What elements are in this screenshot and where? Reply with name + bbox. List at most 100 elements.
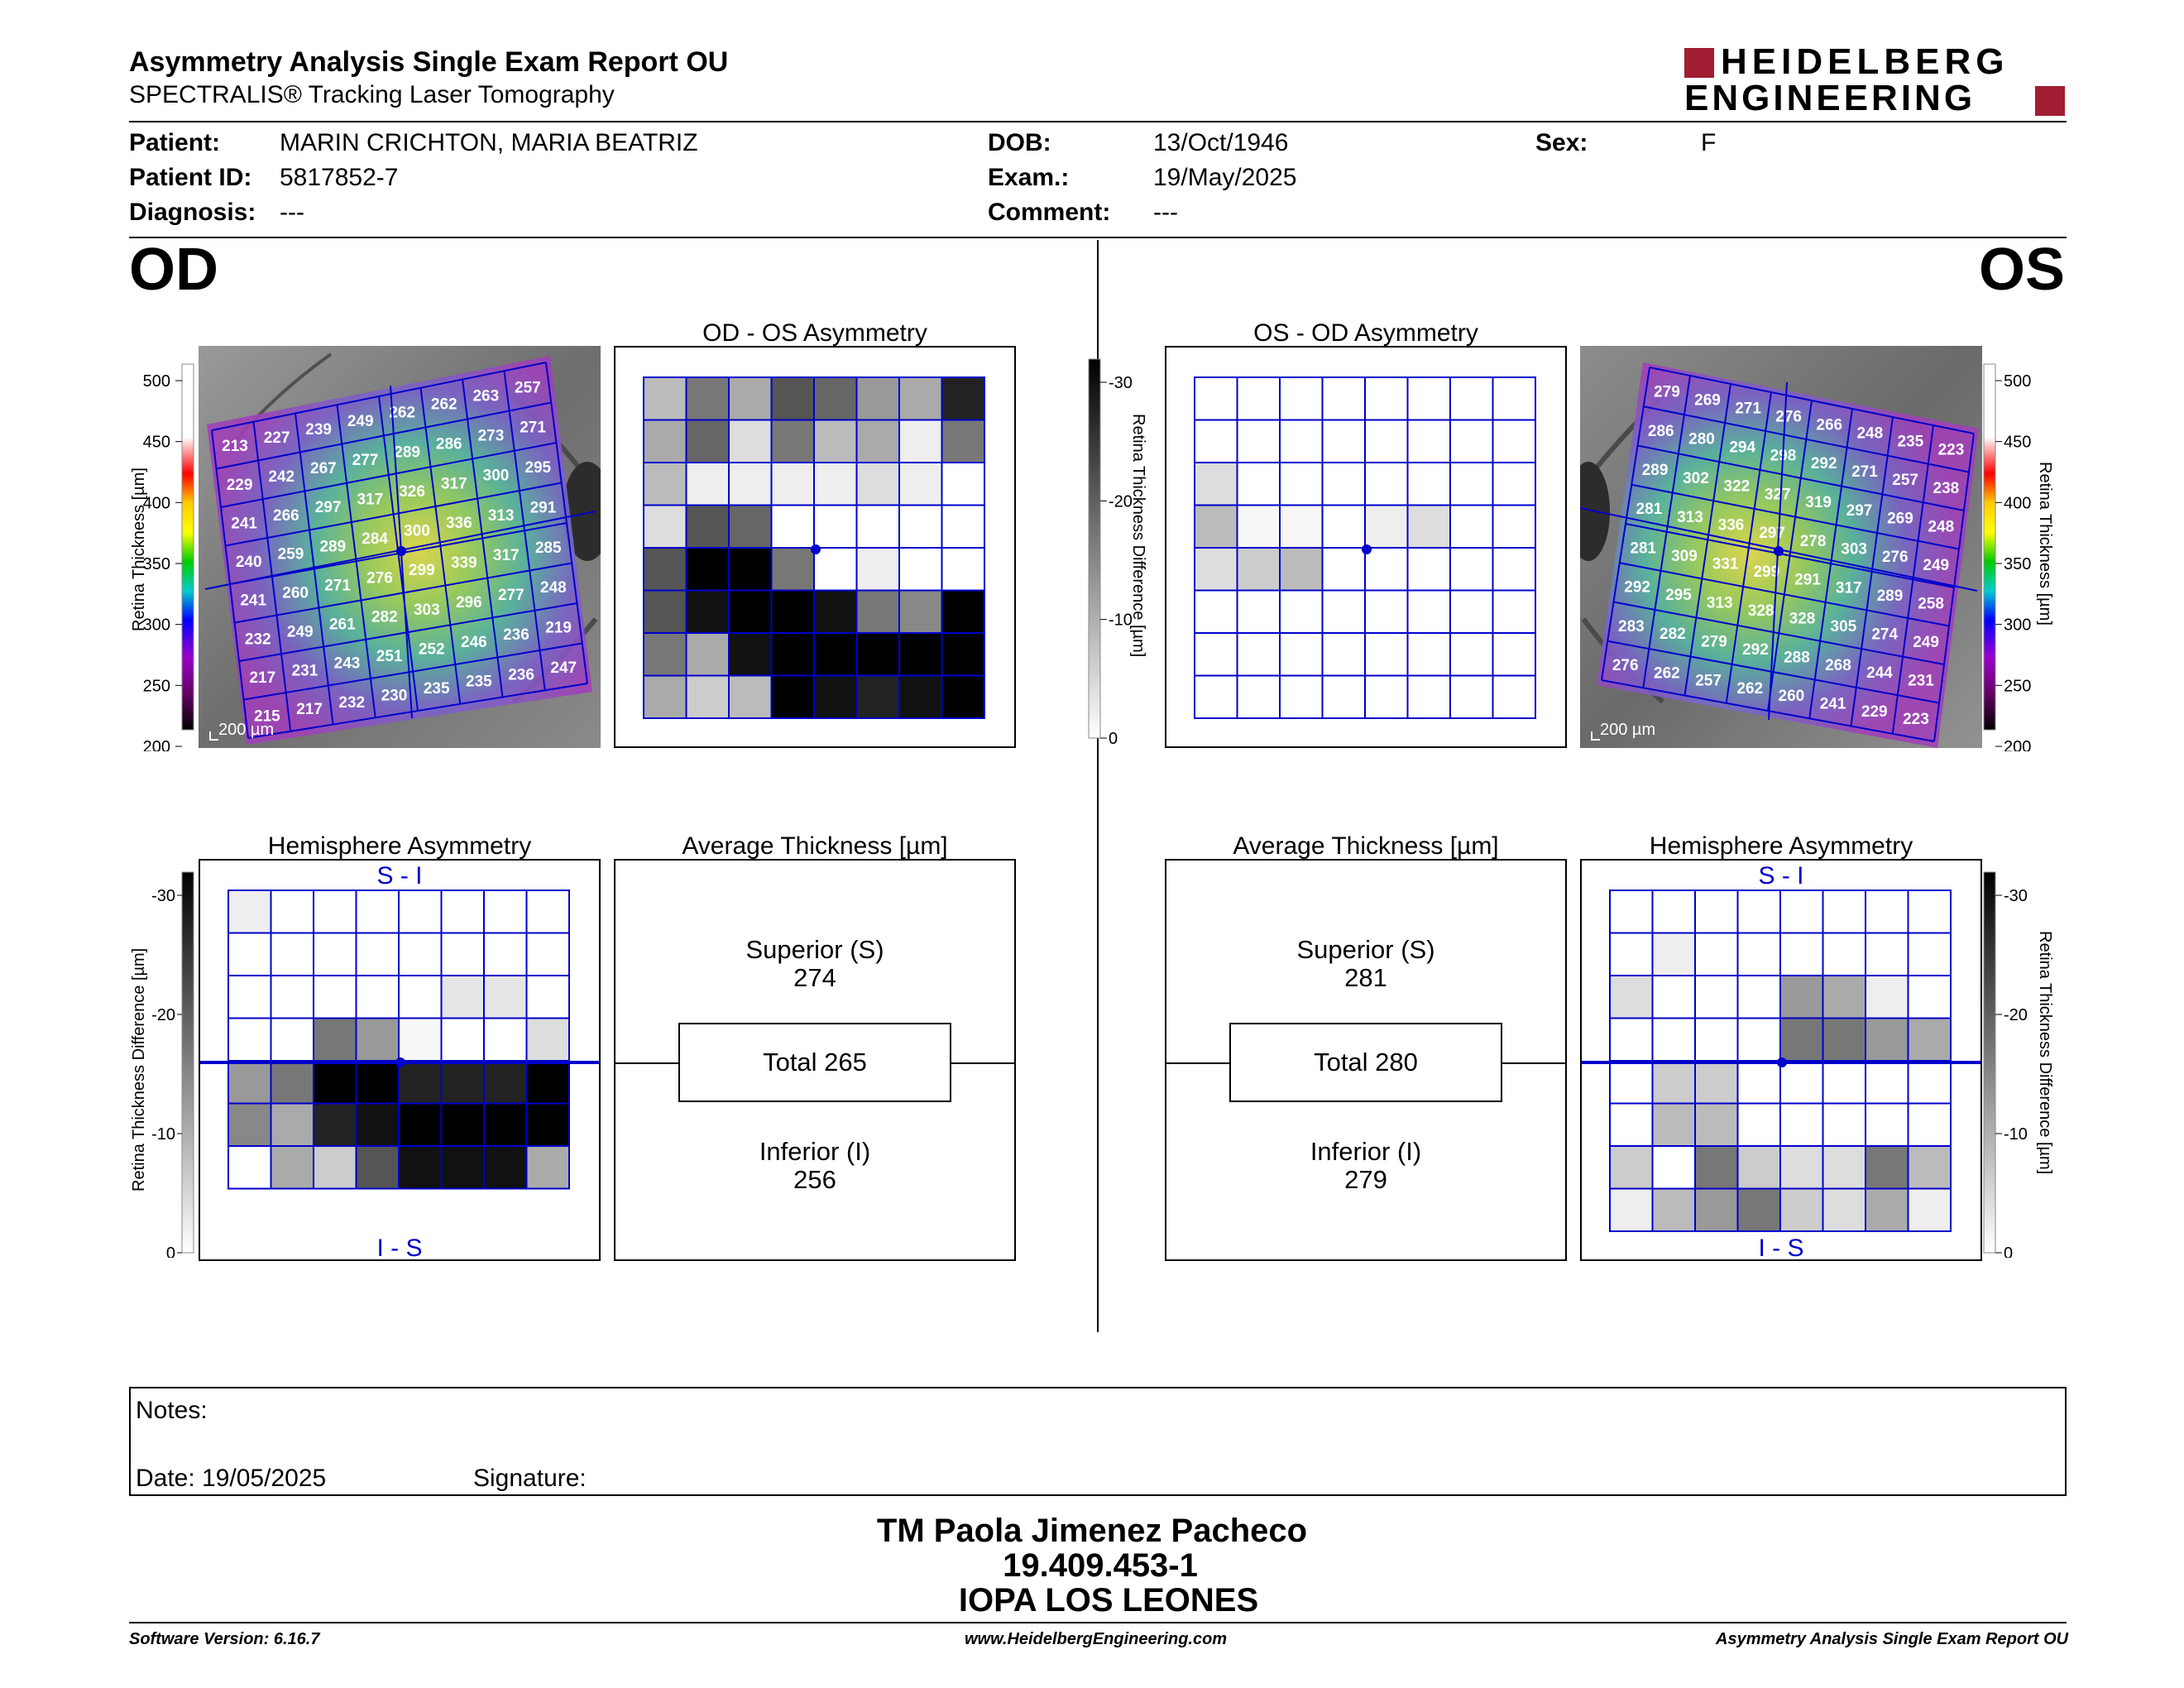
od-thickness-tick: 300 <box>143 616 170 635</box>
os-asym-cell <box>1492 632 1536 677</box>
od-map-value: 317 <box>357 492 383 509</box>
os-map-value: 268 <box>1825 657 1851 674</box>
od-hemi-cell <box>228 890 272 934</box>
os-hemi-cell <box>1822 890 1866 934</box>
os-thickness-scale-label: Retina Thickness [µm] <box>2036 462 2054 626</box>
od-map-value: 261 <box>329 616 356 634</box>
os-asym-cell <box>1492 376 1536 421</box>
os-hemi-title: Hemisphere Asymmetry <box>1649 832 1913 860</box>
os-hemi-cell <box>1736 1060 1781 1105</box>
od-asym-cell <box>770 547 815 592</box>
os-map-value: 249 <box>1913 634 1939 651</box>
od-hemi-cell <box>440 932 485 976</box>
os-hemi-cell <box>1694 890 1739 934</box>
od-asym-cell <box>770 632 815 677</box>
od-map-value: 276 <box>366 569 393 587</box>
asym-diff-tick: -30 <box>1109 374 1133 392</box>
os-map-value: 299 <box>1753 563 1779 581</box>
od-hemi-diff-scale: -30 -20 -10 0 Retina Thickness Difference [… <box>130 871 194 1258</box>
od-hemi-cell <box>355 1060 400 1105</box>
signer-place: IOPA LOS LEONES <box>958 1582 1259 1618</box>
os-hemi-cell <box>1736 890 1781 934</box>
os-map-value: 231 <box>1908 673 1934 690</box>
od-map-value: 291 <box>530 499 557 516</box>
asym-diff-scale-label: Retina Thickness Difference [µm] <box>1129 414 1147 657</box>
os-thickness-tick: 450 <box>2004 434 2031 452</box>
od-asym-cell <box>643 462 687 506</box>
os-asym-cell <box>1449 504 1494 549</box>
dob-value: 13/Oct/1946 <box>1153 129 1289 156</box>
od-hemi-cell <box>483 1060 528 1105</box>
os-hemi-cell <box>1609 890 1654 934</box>
od-asym-cell <box>941 376 985 421</box>
od-hemi-cell <box>483 975 528 1019</box>
os-map-value: 274 <box>1871 626 1898 644</box>
os-map-value: 288 <box>1784 649 1810 666</box>
os-map-value: 302 <box>1683 470 1709 487</box>
od-hemi-cell <box>270 1102 314 1147</box>
notes-signature-label: Signature: <box>473 1465 587 1492</box>
signer-id: 19.409.453-1 <box>1003 1547 1198 1584</box>
od-asym-cell <box>685 504 730 549</box>
od-map-value: 247 <box>550 659 577 677</box>
os-hemi-cell <box>1694 1102 1739 1147</box>
od-hemi-cell <box>398 975 443 1019</box>
od-map-value: 263 <box>472 387 499 405</box>
os-scale-bar: 200 µm <box>1600 721 1655 739</box>
os-asym-cell <box>1406 504 1451 549</box>
od-hemi-cell <box>270 1060 314 1105</box>
od-map-value: 231 <box>292 662 318 679</box>
od-map-value: 232 <box>245 631 271 648</box>
od-hemi-cell <box>483 1102 528 1147</box>
od-map-value: 230 <box>381 687 408 704</box>
od-asym-cell <box>855 547 900 592</box>
od-hemi-cell <box>440 975 485 1019</box>
od-asym-cell <box>898 462 943 506</box>
od-asym-cell <box>643 589 687 634</box>
os-hemi-cell <box>1822 1060 1866 1105</box>
os-map-value: 309 <box>1671 548 1698 565</box>
od-map-value: 213 <box>222 438 248 455</box>
os-asym-cell <box>1194 462 1238 506</box>
od-label: OD <box>129 237 218 303</box>
os-map-value: 303 <box>1841 541 1867 559</box>
od-hemi-cell <box>355 932 400 976</box>
os-map-value: 319 <box>1805 494 1832 511</box>
os-map-value: 262 <box>1654 664 1680 682</box>
dob-label: DOB: <box>988 129 1051 156</box>
od-map-value: 229 <box>227 477 253 494</box>
od-asym-cell <box>813 674 858 719</box>
od-map-value: 295 <box>524 459 551 477</box>
os-asym-cell <box>1492 547 1536 592</box>
footer-divider <box>129 1622 2067 1623</box>
os-hemi-cell <box>1822 1102 1866 1147</box>
od-hemi-cell <box>440 1145 485 1190</box>
os-hemi-cell <box>1822 1017 1866 1062</box>
od-hemi-cell <box>483 1145 528 1190</box>
os-map-value: 292 <box>1742 641 1769 659</box>
od-hemi-title: Hemisphere Asymmetry <box>267 832 532 860</box>
od-hemi-cell <box>355 890 400 934</box>
od-map-value: 260 <box>282 585 309 602</box>
os-map-value: 297 <box>1759 525 1785 542</box>
os-map-value: 305 <box>1831 618 1857 635</box>
os-hemi-cell <box>1779 975 1824 1019</box>
od-map-value: 317 <box>441 475 467 492</box>
od-hemi-cell <box>398 1145 443 1190</box>
os-thickness-tick: 400 <box>2004 494 2031 512</box>
os-map-value: 223 <box>1903 711 1929 728</box>
od-asym-cell <box>898 376 943 421</box>
od-asym-cell <box>728 632 773 677</box>
od-total: Total 265 <box>678 1023 951 1102</box>
os-map-value: 294 <box>1729 439 1755 457</box>
os-hemi-cell <box>1736 1017 1781 1062</box>
os-hemi-cell <box>1651 1145 1696 1190</box>
od-hemi-cell <box>355 1017 400 1062</box>
os-hemi-cell <box>1907 1017 1952 1062</box>
os-map-value: 279 <box>1654 384 1680 401</box>
od-asym-cell <box>855 462 900 506</box>
os-hemi-cell <box>1651 1187 1696 1232</box>
od-map-value: 235 <box>424 680 450 698</box>
od-hemi-cell <box>228 1060 272 1105</box>
od-asym-cell <box>813 419 858 463</box>
